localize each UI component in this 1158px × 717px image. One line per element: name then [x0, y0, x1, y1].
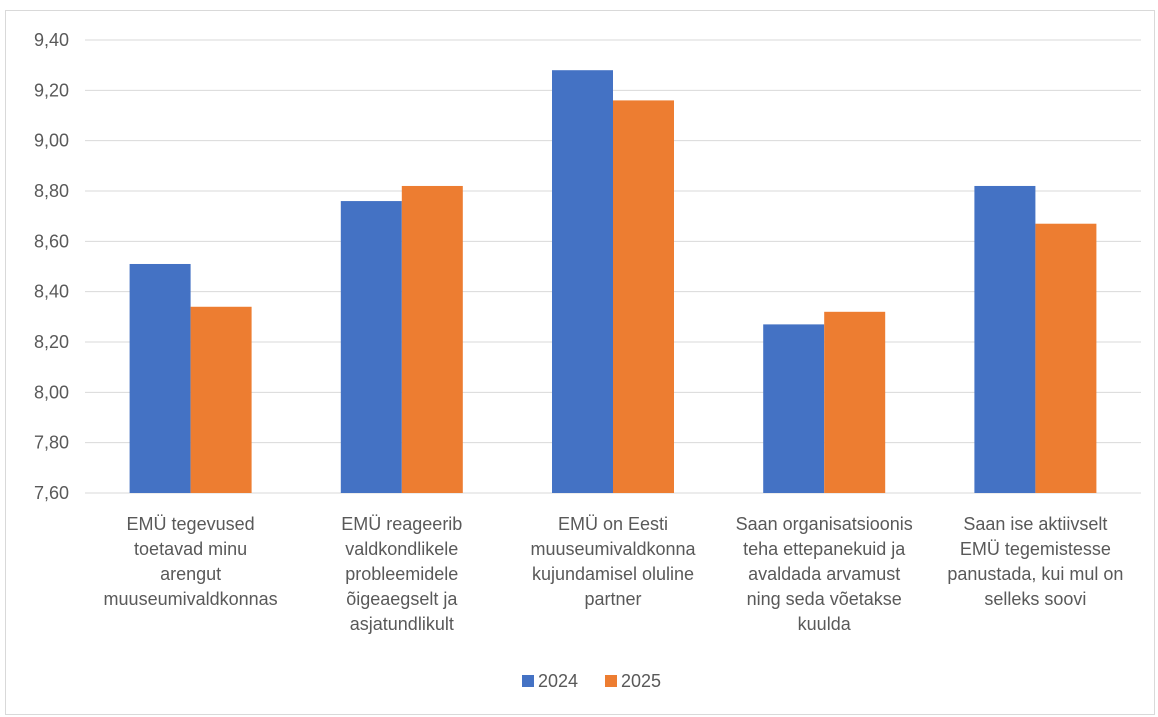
legend-label-2024: 2024: [538, 671, 578, 691]
legend-label-2025: 2025: [621, 671, 661, 691]
category-label: avaldada arvamust: [748, 564, 900, 584]
bar-2024-4: [763, 324, 825, 493]
category-label: toetavad minu: [134, 539, 247, 559]
category-label: kujundamisel oluline: [532, 564, 694, 584]
category-label: muuseumivaldkonnas: [104, 589, 278, 609]
bar-2025-5: [1035, 223, 1097, 493]
category-label: EMÜ tegemistesse: [960, 539, 1111, 559]
bar-2025-4: [824, 311, 886, 493]
y-tick-label: 8,60: [34, 231, 69, 251]
category-label: õigeaegselt ja: [346, 589, 458, 609]
legend-swatch-2025: [605, 675, 617, 687]
bar-2024-5: [974, 185, 1036, 493]
category-label: kuulda: [798, 614, 852, 634]
bar-2024-1: [129, 263, 191, 493]
category-label: ning seda võetakse: [747, 589, 902, 609]
category-label: valdkondlikele: [345, 539, 458, 559]
y-tick-label: 8,20: [34, 332, 69, 352]
category-label: EMÜ tegevused: [127, 514, 255, 534]
legend-swatch-2024: [522, 675, 534, 687]
category-label: Saan ise aktiivselt: [963, 514, 1107, 534]
category-label: probleemidele: [345, 564, 458, 584]
bar-2025-2: [401, 185, 463, 493]
y-tick-label: 7,60: [34, 483, 69, 503]
y-tick-label: 7,80: [34, 433, 69, 453]
category-label: partner: [584, 589, 641, 609]
bars: [129, 70, 1097, 494]
bar-2025-3: [613, 100, 674, 494]
y-tick-label: 9,20: [34, 80, 69, 100]
category-label: asjatundlikult: [350, 614, 454, 634]
y-tick-label: 9,40: [34, 30, 69, 50]
y-tick-label: 8,00: [34, 382, 69, 402]
category-label: teha ettepanekuid ja: [743, 539, 906, 559]
bar-2025-1: [190, 306, 252, 493]
y-tick-label: 8,80: [34, 181, 69, 201]
y-tick-label: 8,40: [34, 282, 69, 302]
category-label: EMÜ reageerib: [341, 514, 462, 534]
y-tick-label: 9,00: [34, 131, 69, 151]
y-axis-ticks: 7,60 7,80 8,00 8,20 8,40 8,60 8,80 9,00 9,20 9,40: [34, 30, 69, 503]
category-label: selleks soovi: [984, 589, 1086, 609]
category-label: panustada, kui mul on: [947, 564, 1123, 584]
x-axis-categories: EMÜ tegevused toetavad minu arengut muuseum…: [104, 514, 1124, 634]
category-label: arengut: [160, 564, 221, 584]
bar-2024-3: [552, 70, 613, 493]
category-label: muuseumivaldkonna: [530, 539, 696, 559]
bar-2024-2: [340, 201, 402, 494]
category-label: EMÜ on Eesti: [558, 514, 668, 534]
legend: 2024 2025: [522, 671, 661, 691]
category-label: Saan organisatsioonis: [736, 514, 913, 534]
